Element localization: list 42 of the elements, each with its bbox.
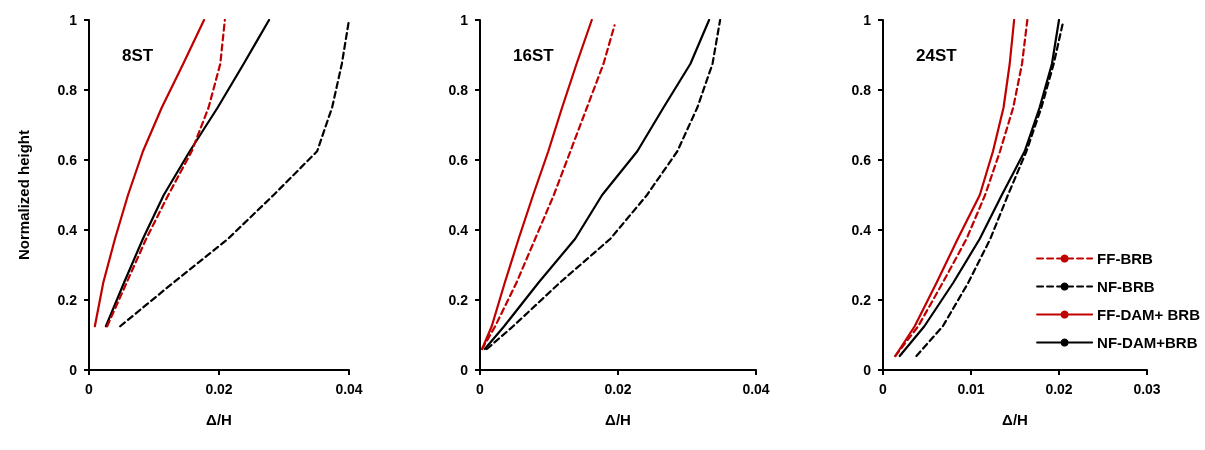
line-series <box>106 18 226 328</box>
y-tick-label: 0.6 <box>851 152 872 168</box>
y-tick-label: 0.2 <box>851 292 872 308</box>
legend-label: NF-BRB <box>1097 278 1155 295</box>
x-tick-label: 0.01 <box>957 381 985 397</box>
y-axis-title: Normalized height <box>15 129 32 261</box>
x-axis-title: Δ/H <box>1002 411 1028 428</box>
y-tick-label: 0.6 <box>57 152 78 168</box>
x-tick-label: 0.04 <box>335 381 363 397</box>
x-tick-label: 0.03 <box>1133 381 1161 397</box>
legend-label: FF-BRB <box>1097 250 1154 267</box>
y-tick-label: 1 <box>460 12 469 28</box>
x-tick-label: 0 <box>476 381 485 397</box>
x-axis-title: Δ/H <box>206 411 232 428</box>
y-tick-label: 0.2 <box>57 292 78 308</box>
x-tick-label: 0.02 <box>1045 381 1073 397</box>
y-tick-label: 0.6 <box>448 152 469 168</box>
y-tick-label: 0.8 <box>851 82 872 98</box>
x-tick-label: 0.02 <box>205 381 233 397</box>
y-tick-label: 0.4 <box>57 222 78 238</box>
y-tick-label: 0 <box>863 362 872 378</box>
y-tick-label: 1 <box>69 12 78 28</box>
y-tick-label: 0 <box>69 362 78 378</box>
text: 16ST <box>513 46 555 65</box>
x-axis-title: Δ/H <box>605 411 631 428</box>
y-tick-label: 0.2 <box>448 292 469 308</box>
text: 24ST <box>916 46 958 65</box>
x-tick-label: 0.02 <box>604 381 632 397</box>
y-tick-label: 0.8 <box>57 82 78 98</box>
legend-label: NF-DAM+BRB <box>1097 334 1198 351</box>
legend-label: FF-DAM+ BRB <box>1097 306 1201 323</box>
y-tick-label: 0.4 <box>448 222 469 238</box>
y-tick-label: 0.4 <box>851 222 872 238</box>
line-series <box>93 18 206 328</box>
x-tick-label: 0 <box>85 381 94 397</box>
text: 8ST <box>122 46 154 65</box>
x-tick-label: 0 <box>879 381 888 397</box>
x-tick-label: 0.04 <box>742 381 770 397</box>
y-tick-label: 0.8 <box>448 82 469 98</box>
y-tick-label: 0 <box>460 362 469 378</box>
y-tick-label: 1 <box>863 12 872 28</box>
line-series <box>104 18 271 328</box>
